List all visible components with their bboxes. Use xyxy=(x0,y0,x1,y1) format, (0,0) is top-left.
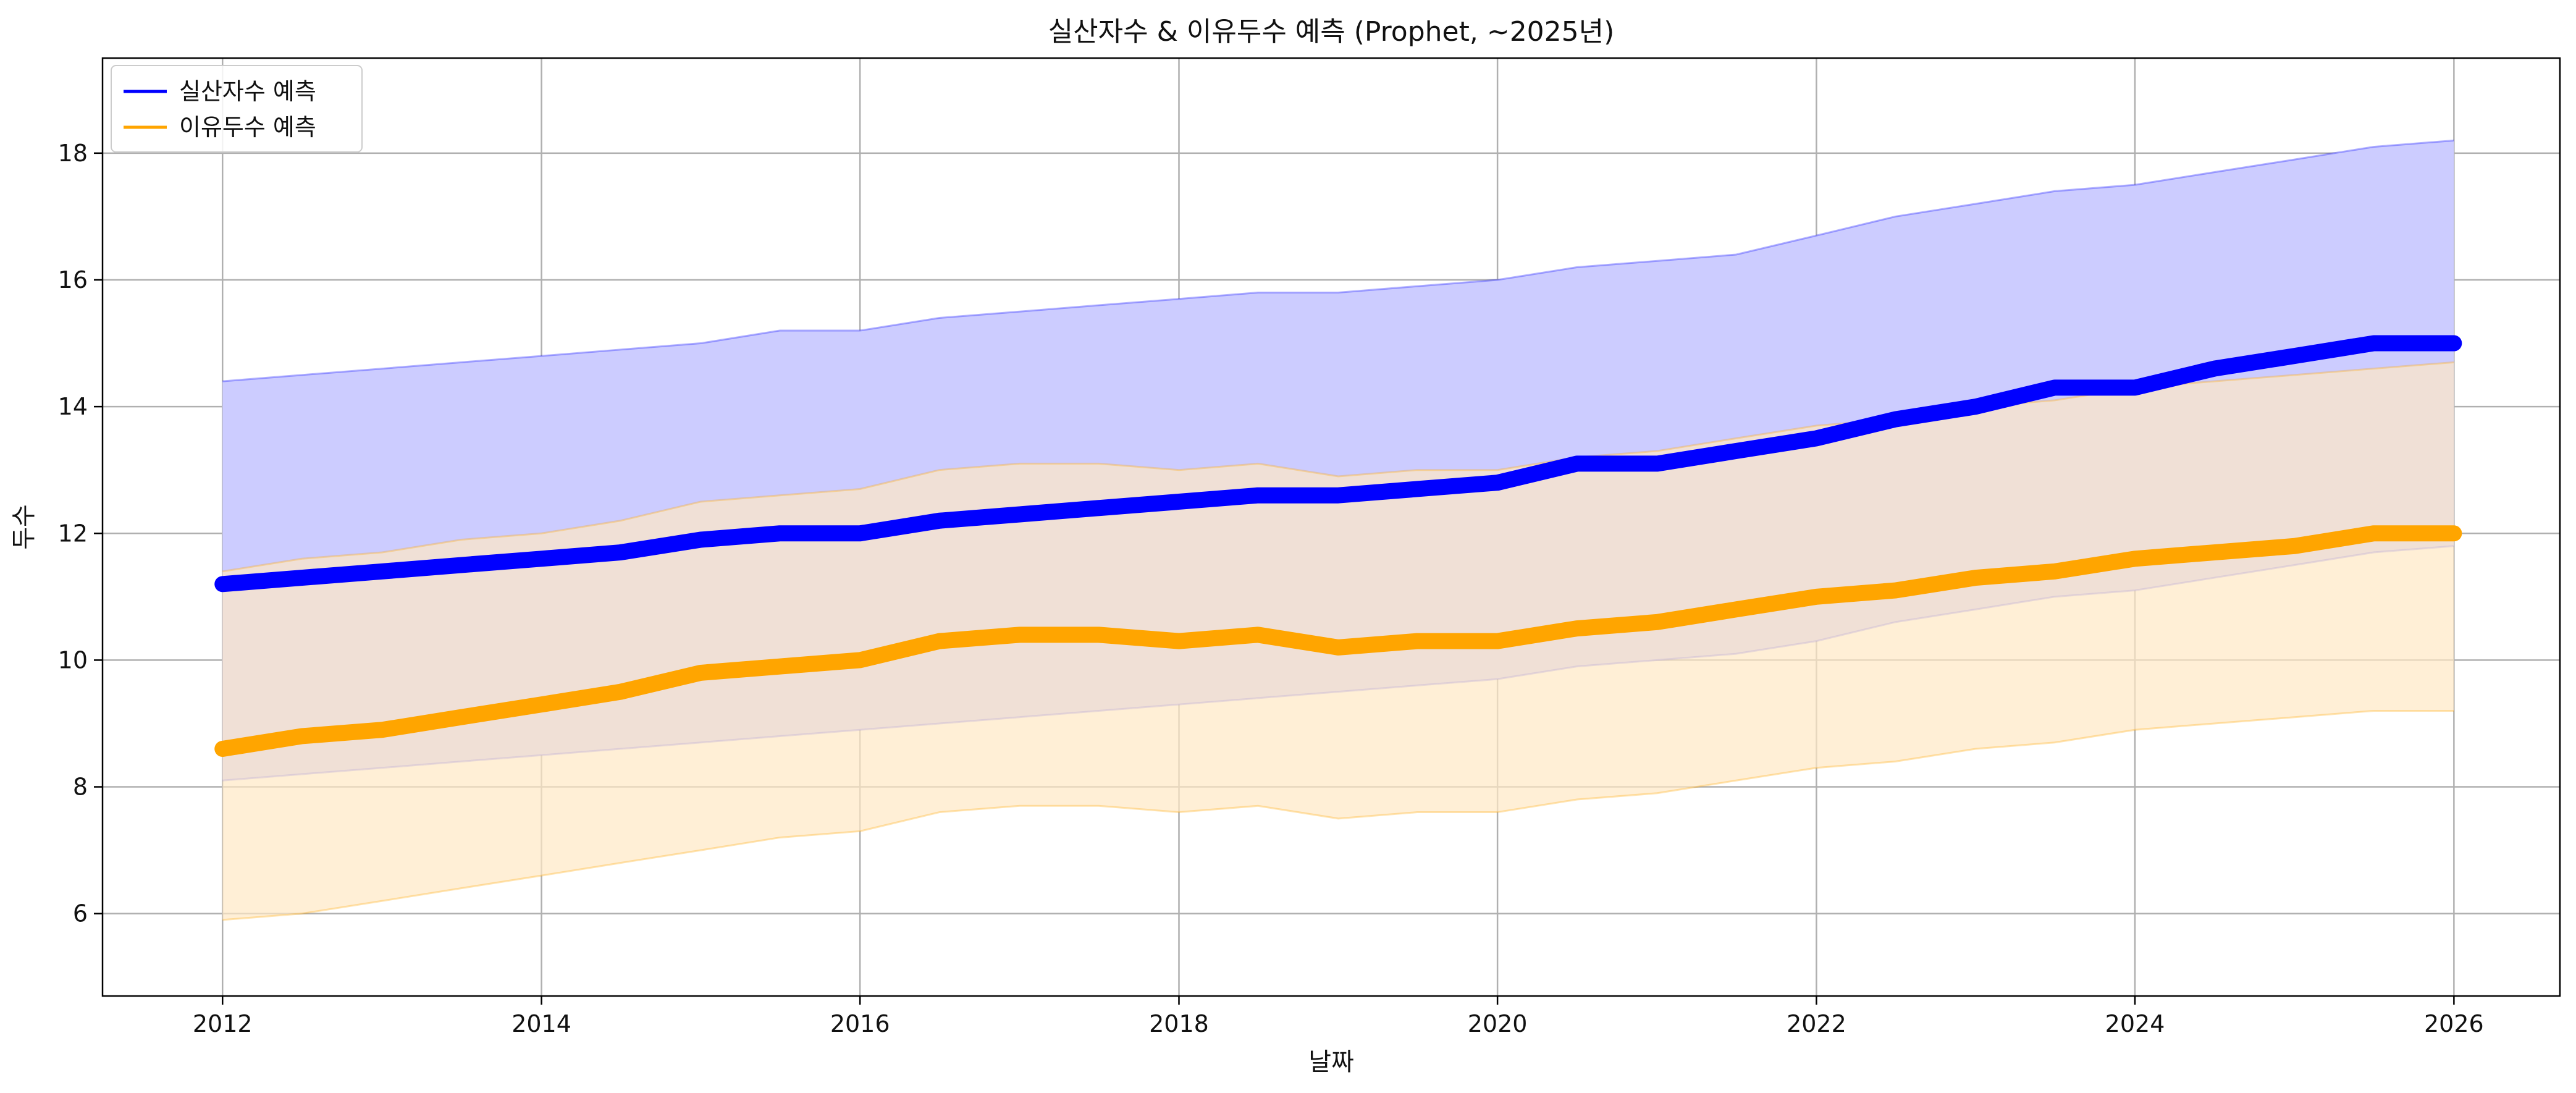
y-tick-label: 6 xyxy=(73,900,88,927)
forecast-point xyxy=(2052,385,2058,390)
y-tick-label: 8 xyxy=(73,774,88,801)
forecast-point xyxy=(1096,632,1101,638)
forecast-point xyxy=(458,562,464,568)
y-tick-label: 14 xyxy=(58,393,88,420)
forecast-point xyxy=(618,550,623,555)
forecast-point xyxy=(1495,480,1501,486)
forecast-point xyxy=(299,733,305,739)
legend: 실산자수 예측 이유두수 예측 xyxy=(111,65,363,153)
y-tick-label: 18 xyxy=(58,140,88,167)
legend-label-series-2: 이유두수 예측 xyxy=(179,114,316,141)
y-axis-label: 두수 xyxy=(10,504,38,550)
forecast-point xyxy=(937,638,942,644)
forecast-point xyxy=(379,727,385,733)
forecast-point xyxy=(2052,568,2058,574)
forecast-point xyxy=(618,689,623,694)
forecast-point xyxy=(299,575,305,581)
forecast-point xyxy=(2292,543,2297,549)
forecast-point xyxy=(1973,404,1979,410)
forecast-point xyxy=(1336,644,1341,650)
chart-title: 실산자수 & 이유두수 예측 (Prophet, ~2025년) xyxy=(1048,16,1615,48)
forecast-point xyxy=(458,714,464,720)
forecast-point xyxy=(1415,638,1420,644)
forecast-point xyxy=(1814,436,1819,441)
forecast-point xyxy=(1733,448,1739,454)
x-tick-label: 2026 xyxy=(2424,1010,2484,1037)
forecast-point xyxy=(2212,366,2217,371)
forecast-point xyxy=(2212,550,2217,555)
x-tick-label: 2016 xyxy=(830,1010,890,1037)
legend-box xyxy=(111,65,363,153)
upper-bound-series-2 xyxy=(222,361,2454,573)
forecast-lines xyxy=(214,335,2462,757)
forecast-point xyxy=(1017,632,1022,638)
y-tick-label: 16 xyxy=(58,266,88,293)
forecast-point xyxy=(777,664,783,669)
x-axis-label: 날짜 xyxy=(1308,1048,1354,1076)
forecast-point xyxy=(1814,594,1819,599)
forecast-point xyxy=(1574,461,1580,466)
forecast-point xyxy=(1893,416,1898,422)
forecast-point xyxy=(1255,632,1261,638)
forecast-point xyxy=(1176,638,1182,644)
forecast-point xyxy=(2451,340,2457,346)
forecast-point xyxy=(2451,531,2457,536)
forecast-point xyxy=(1495,638,1501,644)
forecast-point xyxy=(539,556,544,562)
x-tick-label: 2014 xyxy=(511,1010,571,1037)
forecast-point xyxy=(379,568,385,574)
forecast-point xyxy=(1017,512,1022,517)
forecast-point xyxy=(2371,531,2376,536)
forecast-point xyxy=(539,702,544,707)
forecast-point xyxy=(1574,626,1580,631)
forecast-point xyxy=(2292,353,2297,359)
forecast-point xyxy=(220,581,225,587)
forecast-point xyxy=(857,531,863,536)
x-tick-label: 2018 xyxy=(1149,1010,1209,1037)
forecast-point xyxy=(1255,492,1261,498)
y-axis-ticks: 6 8 10 12 14 16 18 xyxy=(58,140,103,927)
forecast-point xyxy=(1096,505,1101,511)
forecast-point xyxy=(1654,619,1660,625)
x-tick-label: 2020 xyxy=(1468,1010,1528,1037)
forecast-point xyxy=(857,657,863,663)
x-axis-ticks: 2012 2014 2016 2018 2020 2022 2024 2026 xyxy=(193,996,2484,1037)
forecast-point xyxy=(1415,486,1420,492)
plot-frame xyxy=(101,57,2561,997)
lower-bound-series-2 xyxy=(222,709,2454,921)
uncertainty-bands xyxy=(222,139,2454,921)
forecast-point xyxy=(1893,588,1898,593)
y-tick-label: 10 xyxy=(58,646,88,673)
legend-label-series-1: 실산자수 예측 xyxy=(179,78,316,105)
forecast-point xyxy=(698,537,704,542)
forecast-point xyxy=(777,531,783,536)
forecast-point xyxy=(698,670,704,675)
forecast-point xyxy=(1733,607,1739,612)
forecast-point xyxy=(937,518,942,523)
forecast-point xyxy=(2132,556,2138,562)
upper-bound-series-1 xyxy=(222,139,2454,382)
y-tick-label: 12 xyxy=(58,520,88,547)
x-tick-label: 2012 xyxy=(193,1010,253,1037)
x-tick-label: 2022 xyxy=(1787,1010,1846,1037)
forecast-point xyxy=(2371,340,2376,346)
forecast-point xyxy=(1176,499,1182,504)
x-tick-label: 2024 xyxy=(2105,1010,2165,1037)
forecast-point xyxy=(2132,385,2138,390)
forecast-point xyxy=(1654,461,1660,466)
forecast-point xyxy=(1973,575,1979,581)
forecast-point xyxy=(1336,492,1341,498)
forecast-point xyxy=(220,746,225,751)
